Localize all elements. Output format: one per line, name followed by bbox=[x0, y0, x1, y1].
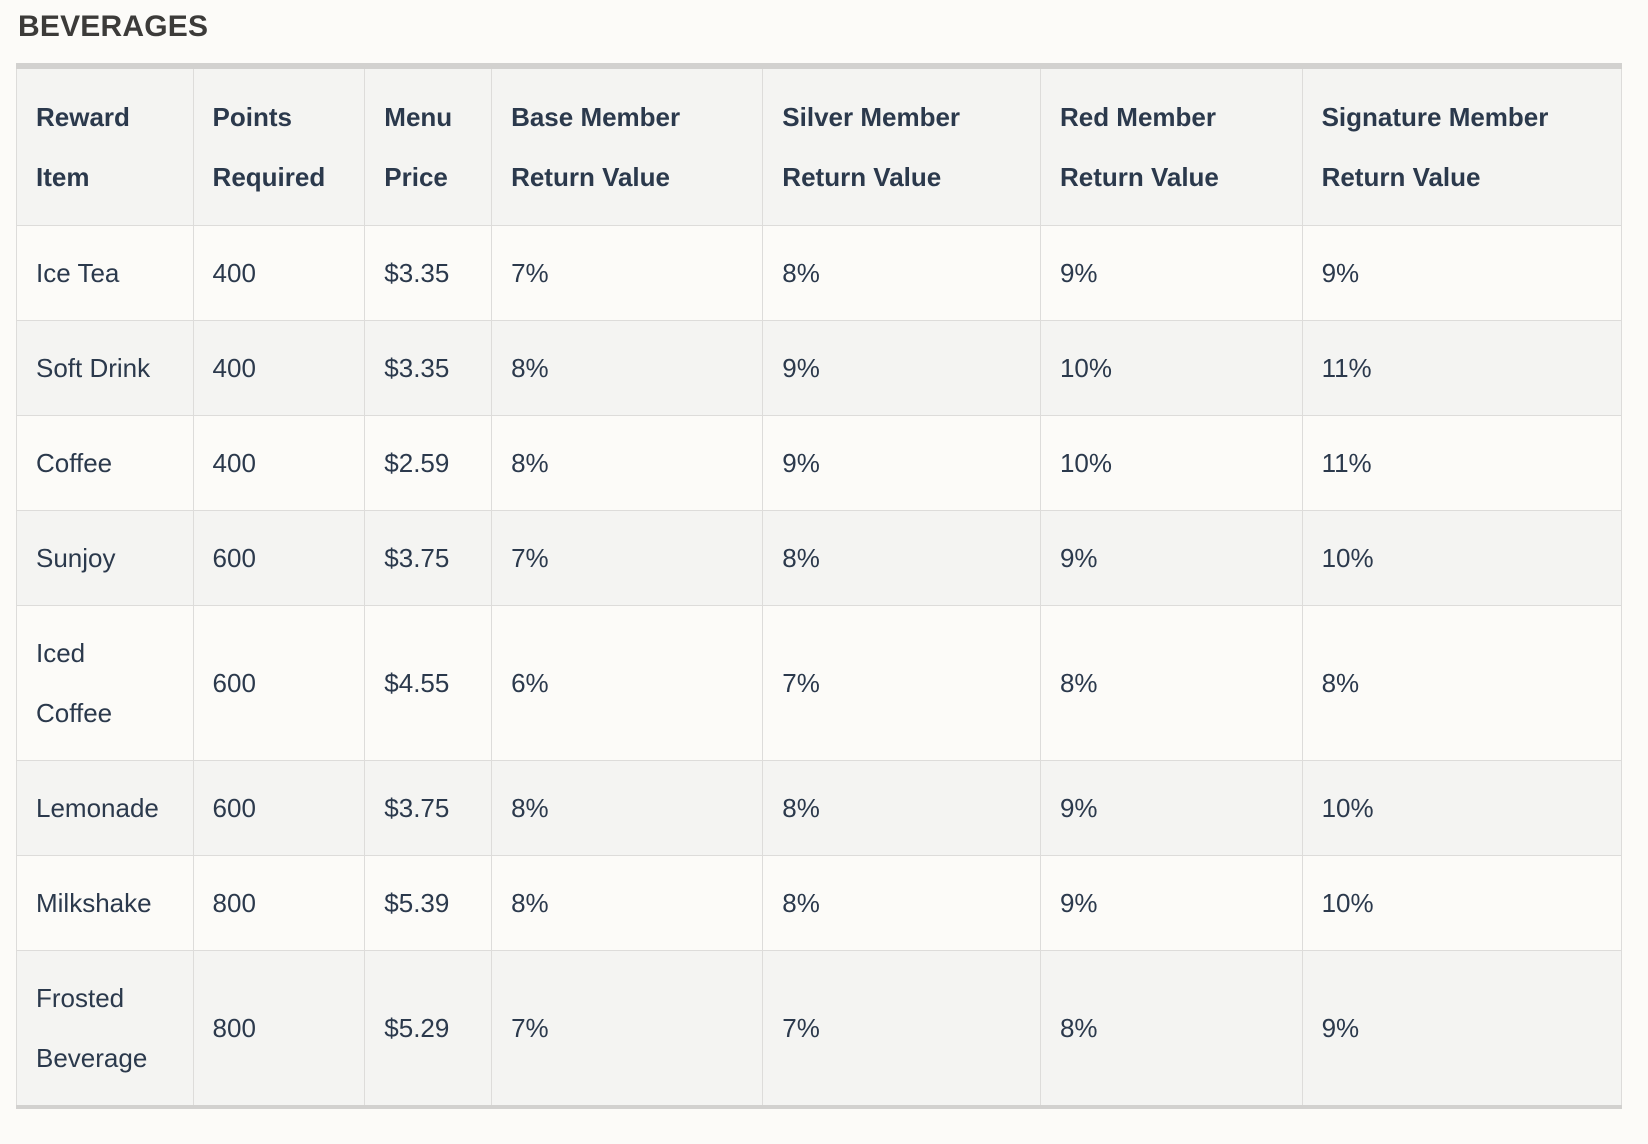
table-row-frosted-beverage: Frosted Beverage 800 $5.29 7% 7% 8% 9% bbox=[16, 950, 1623, 1108]
cell-signature-return: 8% bbox=[1301, 605, 1623, 761]
column-header-red-member-return: Red Member Return Value bbox=[1039, 65, 1303, 226]
cell-silver-return: 8% bbox=[762, 855, 1041, 951]
cell-signature-return: 9% bbox=[1301, 950, 1623, 1108]
cell-silver-return: 9% bbox=[762, 320, 1041, 416]
cell-menu-price: $3.35 bbox=[364, 225, 493, 321]
cell-red-return: 10% bbox=[1039, 320, 1303, 416]
cell-points-required: 600 bbox=[192, 760, 366, 856]
cell-silver-return: 8% bbox=[762, 760, 1041, 856]
table-row-milkshake: Milkshake 800 $5.39 8% 8% 9% 10% bbox=[16, 855, 1623, 951]
cell-reward-item: Frosted Beverage bbox=[16, 950, 194, 1108]
cell-red-return: 9% bbox=[1039, 225, 1303, 321]
cell-silver-return: 8% bbox=[762, 510, 1041, 606]
cell-base-return: 8% bbox=[491, 415, 764, 511]
table-row-soft-drink: Soft Drink 400 $3.35 8% 9% 10% 11% bbox=[16, 320, 1623, 416]
cell-signature-return: 11% bbox=[1301, 415, 1623, 511]
column-header-silver-member-return: Silver Member Return Value bbox=[762, 65, 1041, 226]
cell-points-required: 600 bbox=[192, 510, 366, 606]
cell-signature-return: 9% bbox=[1301, 225, 1623, 321]
cell-reward-item: Coffee bbox=[16, 415, 194, 511]
cell-menu-price: $5.29 bbox=[364, 950, 493, 1108]
cell-menu-price: $4.55 bbox=[364, 605, 493, 761]
cell-signature-return: 10% bbox=[1301, 510, 1623, 606]
cell-base-return: 8% bbox=[491, 320, 764, 416]
cell-base-return: 7% bbox=[491, 510, 764, 606]
cell-points-required: 400 bbox=[192, 225, 366, 321]
beverages-rewards-table: Reward Item Points Required Menu Price B… bbox=[16, 63, 1623, 1109]
section-title: BEVERAGES bbox=[18, 10, 209, 43]
cell-base-return: 7% bbox=[491, 950, 764, 1108]
cell-red-return: 8% bbox=[1039, 605, 1303, 761]
header-row: Reward Item Points Required Menu Price B… bbox=[16, 65, 1623, 226]
cell-points-required: 800 bbox=[192, 855, 366, 951]
cell-reward-item: Soft Drink bbox=[16, 320, 194, 416]
table-body: Ice Tea 400 $3.35 7% 8% 9% 9% Soft Drink… bbox=[16, 225, 1623, 1108]
cell-signature-return: 10% bbox=[1301, 760, 1623, 856]
cell-base-return: 8% bbox=[491, 855, 764, 951]
cell-points-required: 400 bbox=[192, 320, 366, 416]
cell-signature-return: 11% bbox=[1301, 320, 1623, 416]
cell-red-return: 9% bbox=[1039, 760, 1303, 856]
cell-menu-price: $5.39 bbox=[364, 855, 493, 951]
cell-base-return: 7% bbox=[491, 225, 764, 321]
cell-red-return: 9% bbox=[1039, 510, 1303, 606]
cell-reward-item: Milkshake bbox=[16, 855, 194, 951]
cell-menu-price: $3.35 bbox=[364, 320, 493, 416]
column-header-reward-item: Reward Item bbox=[16, 65, 194, 226]
cell-base-return: 6% bbox=[491, 605, 764, 761]
cell-reward-item: Lemonade bbox=[16, 760, 194, 856]
column-header-base-member-return: Base Member Return Value bbox=[491, 65, 764, 226]
cell-menu-price: $2.59 bbox=[364, 415, 493, 511]
table-row-ice-tea: Ice Tea 400 $3.35 7% 8% 9% 9% bbox=[16, 225, 1623, 321]
cell-red-return: 9% bbox=[1039, 855, 1303, 951]
cell-points-required: 800 bbox=[192, 950, 366, 1108]
cell-reward-item: Sunjoy bbox=[16, 510, 194, 606]
cell-points-required: 400 bbox=[192, 415, 366, 511]
table-header: Reward Item Points Required Menu Price B… bbox=[16, 65, 1623, 226]
cell-red-return: 10% bbox=[1039, 415, 1303, 511]
cell-red-return: 8% bbox=[1039, 950, 1303, 1108]
table-row-iced-coffee: Iced Coffee 600 $4.55 6% 7% 8% 8% bbox=[16, 605, 1623, 761]
table-row-sunjoy: Sunjoy 600 $3.75 7% 8% 9% 10% bbox=[16, 510, 1623, 606]
cell-points-required: 600 bbox=[192, 605, 366, 761]
column-header-signature-member-return: Signature Member Return Value bbox=[1301, 65, 1623, 226]
cell-silver-return: 7% bbox=[762, 605, 1041, 761]
cell-reward-item: Ice Tea bbox=[16, 225, 194, 321]
table-row-lemonade: Lemonade 600 $3.75 8% 8% 9% 10% bbox=[16, 760, 1623, 856]
table-row-coffee: Coffee 400 $2.59 8% 9% 10% 11% bbox=[16, 415, 1623, 511]
cell-silver-return: 8% bbox=[762, 225, 1041, 321]
cell-silver-return: 9% bbox=[762, 415, 1041, 511]
column-header-menu-price: Menu Price bbox=[364, 65, 493, 226]
cell-signature-return: 10% bbox=[1301, 855, 1623, 951]
cell-menu-price: $3.75 bbox=[364, 510, 493, 606]
cell-menu-price: $3.75 bbox=[364, 760, 493, 856]
column-header-points-required: Points Required bbox=[192, 65, 366, 226]
cell-base-return: 8% bbox=[491, 760, 764, 856]
cell-reward-item: Iced Coffee bbox=[16, 605, 194, 761]
cell-silver-return: 7% bbox=[762, 950, 1041, 1108]
